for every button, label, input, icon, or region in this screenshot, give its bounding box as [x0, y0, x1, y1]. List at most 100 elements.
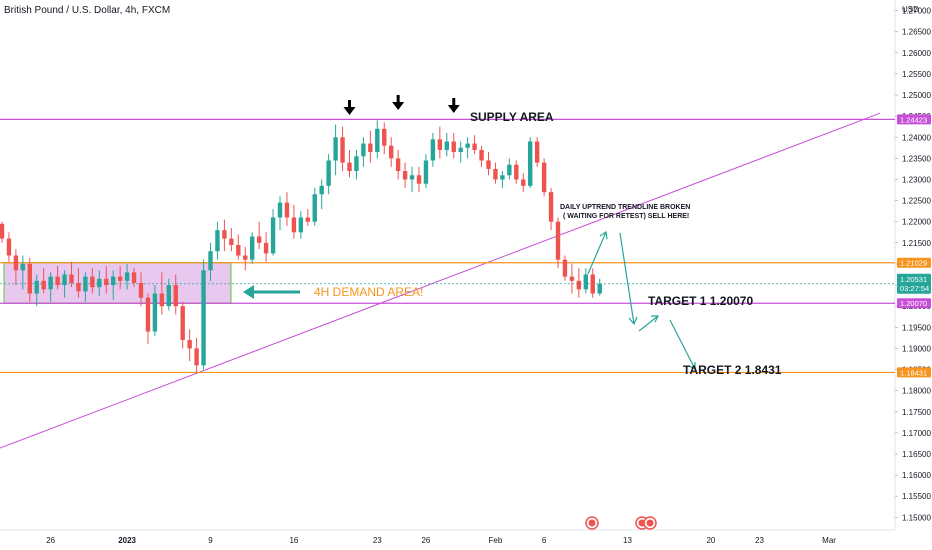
level-badge	[897, 367, 931, 378]
candle[interactable]	[104, 266, 109, 294]
candle[interactable]	[111, 270, 116, 300]
candle[interactable]	[507, 158, 512, 180]
candle[interactable]	[6, 232, 12, 262]
candle[interactable]	[562, 255, 568, 281]
candle[interactable]	[256, 221, 262, 250]
candle[interactable]	[69, 261, 74, 288]
candle[interactable]	[590, 268, 595, 298]
candle[interactable]	[548, 187, 554, 231]
candle[interactable]	[34, 274, 39, 307]
candle[interactable]	[354, 149, 359, 180]
candle[interactable]	[333, 124, 338, 176]
candle[interactable]	[409, 166, 415, 193]
candle[interactable]	[389, 137, 394, 167]
candle[interactable]	[514, 160, 519, 184]
candle[interactable]	[597, 278, 602, 296]
candle[interactable]	[500, 171, 505, 188]
candle[interactable]	[305, 209, 310, 226]
uptrend-line[interactable]	[0, 112, 881, 449]
candle[interactable]	[395, 149, 401, 180]
candle[interactable]	[187, 329, 192, 362]
candle[interactable]	[13, 249, 19, 286]
candle[interactable]	[173, 274, 178, 315]
candle[interactable]	[48, 272, 53, 302]
economic-events-icon[interactable]	[635, 516, 657, 530]
price-tick-label: 1.22500	[902, 197, 931, 206]
candle[interactable]	[569, 263, 575, 294]
candle[interactable]	[583, 268, 588, 294]
candle[interactable]	[521, 173, 526, 193]
candle[interactable]	[472, 135, 477, 155]
candle[interactable]	[368, 130, 373, 163]
candle[interactable]	[298, 211, 304, 239]
candle[interactable]	[194, 337, 199, 374]
candle[interactable]	[402, 162, 408, 188]
candle[interactable]	[326, 154, 331, 195]
candle[interactable]	[166, 278, 171, 311]
candle[interactable]	[465, 137, 470, 159]
candle[interactable]	[423, 154, 429, 188]
candle[interactable]	[229, 228, 234, 252]
candle[interactable]	[493, 162, 498, 184]
candle[interactable]	[319, 179, 324, 210]
candle[interactable]	[159, 272, 165, 315]
down-arrow-icon	[343, 100, 356, 115]
candle[interactable]	[458, 141, 463, 163]
candle[interactable]	[250, 232, 255, 264]
candle[interactable]	[76, 268, 81, 298]
candle[interactable]	[97, 270, 102, 296]
candle[interactable]	[124, 263, 130, 290]
candle[interactable]	[55, 266, 60, 290]
candle[interactable]	[0, 221, 5, 243]
economic-event-icon[interactable]	[585, 516, 599, 530]
candle[interactable]	[312, 187, 317, 226]
candle[interactable]	[555, 217, 561, 269]
candle[interactable]	[576, 268, 582, 298]
candle[interactable]	[20, 255, 26, 290]
candle[interactable]	[201, 259, 206, 370]
time-tick-label: 26	[46, 536, 55, 545]
candle[interactable]	[528, 137, 533, 188]
candle[interactable]	[375, 120, 380, 159]
candle[interactable]	[222, 219, 227, 252]
candle[interactable]	[180, 301, 185, 349]
candle[interactable]	[277, 196, 283, 231]
candle[interactable]	[486, 152, 491, 176]
candle[interactable]	[340, 126, 345, 172]
candle[interactable]	[131, 268, 137, 288]
candle[interactable]	[152, 285, 158, 336]
price-tick-label: 1.15500	[902, 492, 931, 501]
candle[interactable]	[145, 293, 151, 345]
price-tick-label: 1.23500	[902, 154, 931, 163]
candle[interactable]	[41, 268, 46, 294]
candle[interactable]	[361, 137, 366, 167]
candle[interactable]	[263, 232, 269, 262]
candle[interactable]	[416, 166, 422, 193]
candle[interactable]	[451, 133, 456, 159]
candle[interactable]	[347, 149, 352, 178]
candle[interactable]	[541, 158, 547, 197]
candle[interactable]	[208, 242, 213, 281]
candle[interactable]	[284, 192, 290, 226]
candle[interactable]	[83, 272, 88, 302]
candle[interactable]	[437, 126, 443, 159]
time-tick-label: 26	[421, 536, 430, 545]
candle[interactable]	[62, 270, 67, 298]
candle[interactable]	[291, 204, 297, 239]
candle[interactable]	[243, 247, 248, 271]
time-tick-label: Mar	[822, 536, 836, 545]
candle[interactable]	[430, 133, 436, 167]
candle[interactable]	[90, 268, 95, 294]
candle[interactable]	[479, 145, 484, 167]
candle[interactable]	[270, 209, 276, 256]
candle[interactable]	[444, 133, 449, 157]
candle[interactable]	[534, 137, 540, 167]
candle[interactable]	[138, 272, 144, 307]
candle[interactable]	[117, 266, 123, 290]
candle[interactable]	[27, 257, 32, 302]
candle[interactable]	[215, 221, 220, 260]
candle[interactable]	[382, 122, 387, 155]
candle[interactable]	[236, 234, 241, 260]
